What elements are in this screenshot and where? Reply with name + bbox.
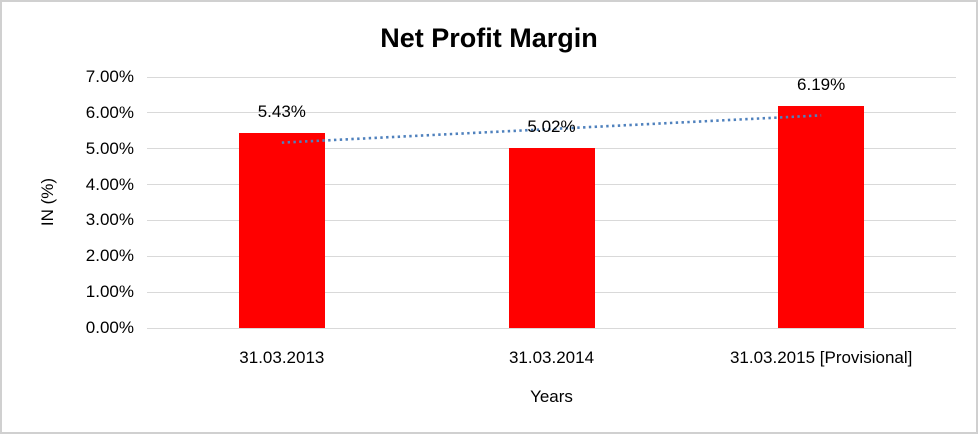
bar-value-label: 6.19% bbox=[797, 75, 846, 95]
y-tick-label: 1.00% bbox=[85, 282, 134, 302]
y-tick-label: 4.00% bbox=[85, 174, 134, 194]
y-tick-label: 6.00% bbox=[85, 102, 134, 122]
x-category-label: 31.03.2014 bbox=[508, 348, 595, 367]
bar bbox=[778, 106, 865, 328]
gridline bbox=[147, 112, 956, 114]
x-axis-title: Years bbox=[530, 387, 573, 406]
chart-title: Net Profit Margin bbox=[380, 23, 598, 53]
bar-value-label: 5.43% bbox=[257, 102, 306, 122]
bar bbox=[238, 133, 325, 328]
y-tick-label: 3.00% bbox=[85, 210, 134, 230]
bar-value-label: 5.02% bbox=[527, 116, 576, 136]
y-tick-label: 0.00% bbox=[85, 318, 134, 337]
y-tick-label: 2.00% bbox=[85, 246, 134, 266]
gridline bbox=[147, 327, 956, 329]
y-tick-label: 7.00% bbox=[85, 67, 134, 86]
gridline bbox=[147, 76, 956, 78]
x-category-label: 31.03.2013 bbox=[239, 348, 325, 367]
y-tick-label: 5.00% bbox=[85, 138, 134, 158]
x-category-label: 31.03.2015 [Provisional] bbox=[729, 348, 913, 367]
bar bbox=[508, 147, 595, 328]
